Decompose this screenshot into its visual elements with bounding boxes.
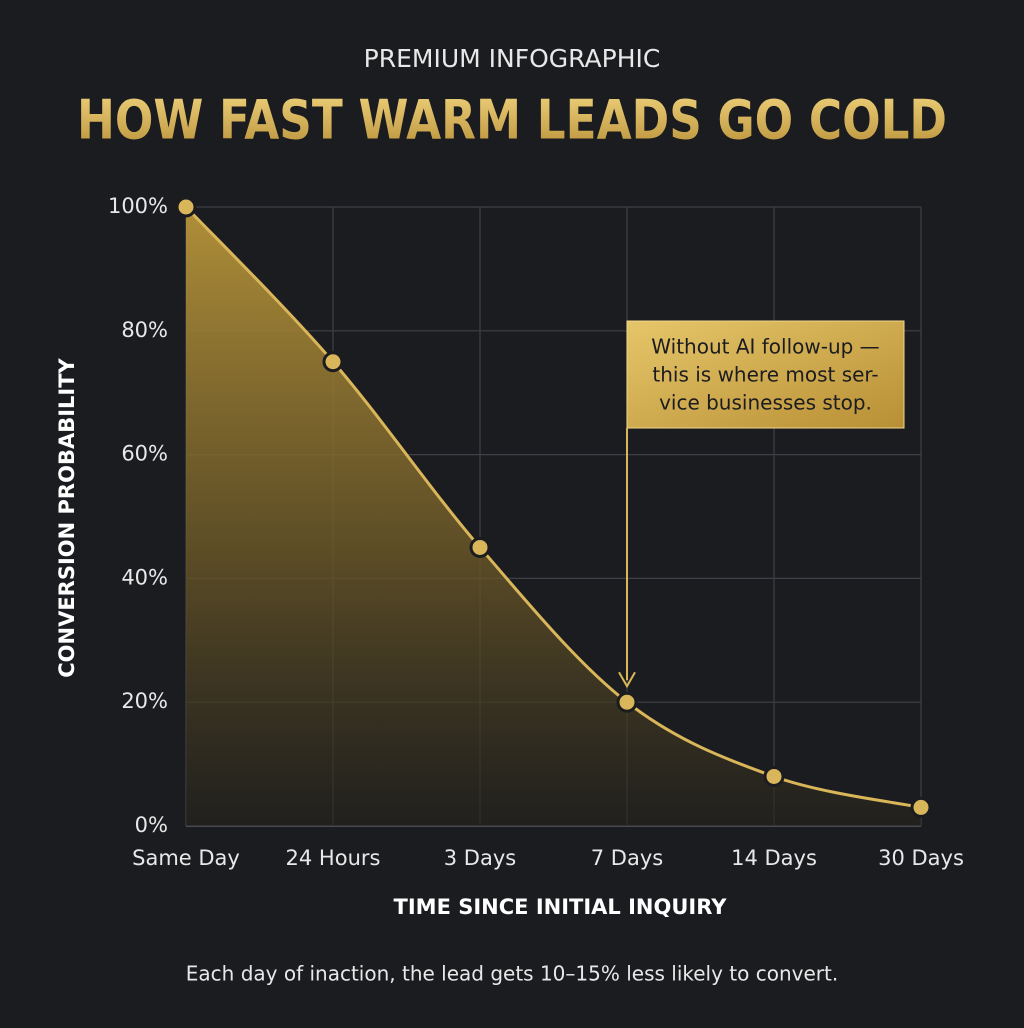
x-tick-label: 3 Days: [444, 846, 516, 870]
point: [175, 196, 197, 218]
y-tick-label: 80%: [121, 318, 168, 342]
area: [186, 207, 921, 826]
y-tick-label: 0%: [135, 813, 168, 837]
chart-title: HOW FAST WARM LEADS GO COLD: [77, 89, 947, 152]
y-tick-label: 40%: [121, 565, 168, 589]
annotation-arrowhead: [618, 671, 636, 689]
x-tick-label: 30 Days: [878, 846, 964, 870]
y-tick-label: 100%: [108, 194, 168, 218]
y-tick-label: 20%: [121, 689, 168, 713]
supertitle: PREMIUM INFOGRAPHIC: [364, 44, 661, 73]
annotation-text: this is where most ser-: [652, 363, 878, 387]
footnote: Each day of inaction, the lead gets 10–1…: [186, 962, 838, 986]
y-tick-label: 60%: [121, 442, 168, 466]
x-tick-label: 7 Days: [591, 846, 663, 870]
x-tick-label: 24 Hours: [286, 846, 381, 870]
x-tick-label: Same Day: [132, 846, 240, 870]
point: [616, 691, 638, 713]
x-axis-label: TIME SINCE INITIAL INQUIRY: [394, 895, 728, 919]
y-axis-label: CONVERSION PROBABILITY: [55, 357, 79, 677]
point: [322, 351, 344, 373]
point: [763, 765, 785, 787]
annotation-box: [626, 320, 905, 429]
point: [469, 536, 491, 558]
annotation-text: vice businesses stop.: [659, 391, 872, 415]
annotation-text: Without AI follow-up —: [651, 335, 879, 359]
point: [910, 796, 932, 818]
x-tick-label: 14 Days: [731, 846, 817, 870]
